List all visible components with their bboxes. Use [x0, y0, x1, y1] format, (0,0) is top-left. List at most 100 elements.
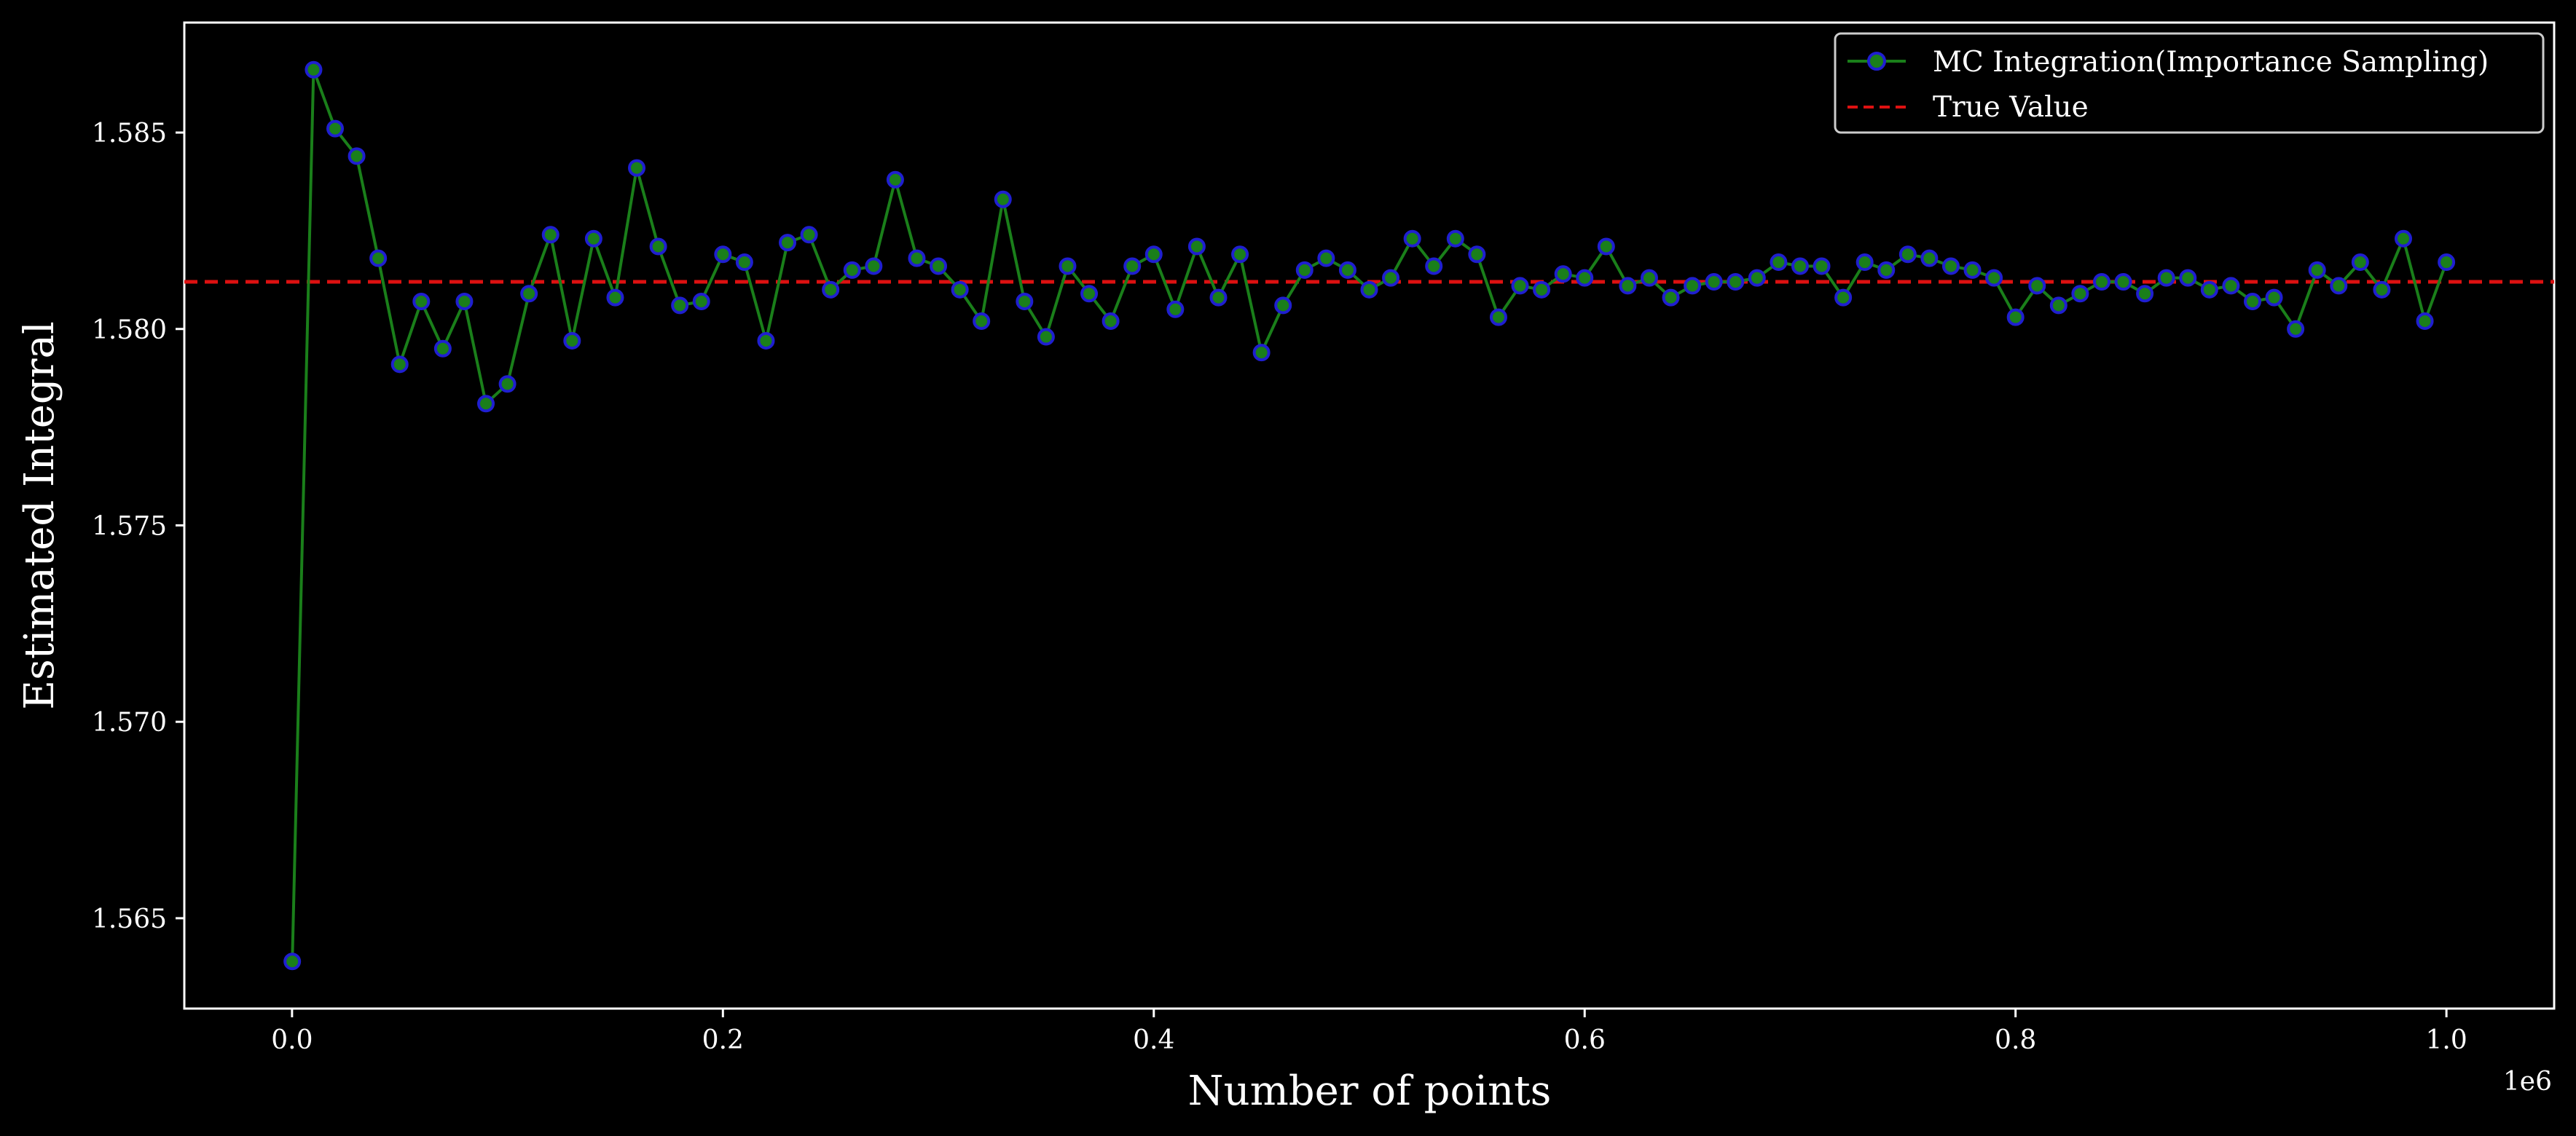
data-point	[886, 170, 904, 189]
data-point	[2373, 280, 2391, 299]
data-point	[1684, 277, 1702, 295]
x-axis: 0.0 0.2 0.4 0.6 0.8 1.0	[271, 1009, 2467, 1055]
data-point	[2092, 273, 2110, 291]
data-point	[1705, 273, 1723, 291]
data-point	[2006, 308, 2025, 326]
data-point	[1403, 229, 1421, 248]
y-axis: 1.565 1.570 1.575 1.580 1.585	[92, 119, 184, 934]
data-point	[326, 119, 345, 138]
data-point	[1619, 277, 1637, 295]
x-axis-title: Number of points	[1188, 1068, 1552, 1115]
x-tick-label: 0.4	[1133, 1025, 1174, 1055]
data-point	[2308, 261, 2326, 279]
data-point	[1166, 300, 1185, 318]
data-point	[2179, 269, 2197, 287]
data-point	[930, 257, 948, 275]
data-point	[1662, 288, 1680, 307]
data-point	[477, 395, 495, 413]
data-point	[1016, 293, 1034, 311]
data-point	[2416, 312, 2434, 330]
data-point	[2330, 277, 2348, 295]
data-point	[2394, 229, 2412, 248]
data-point	[1941, 257, 1960, 275]
y-axis-title: Estimated Integral	[16, 321, 63, 710]
data-point	[498, 375, 517, 393]
data-point	[347, 147, 366, 165]
data-point	[1037, 328, 1055, 346]
data-point	[1425, 257, 1443, 275]
data-point	[628, 159, 646, 177]
data-point	[369, 249, 388, 267]
data-point	[1554, 265, 1572, 283]
data-point	[1834, 288, 1853, 307]
data-point	[2136, 285, 2154, 303]
data-point	[671, 296, 689, 315]
y-tick-label: 1.580	[92, 315, 167, 345]
data-point	[1360, 280, 1378, 299]
x-tick-label: 0.8	[1995, 1025, 2036, 1055]
data-point	[692, 293, 710, 311]
x-tick-label: 0.6	[1564, 1025, 1606, 1055]
data-point	[1209, 288, 1228, 307]
y-tick-label: 1.575	[92, 511, 167, 541]
estimate-series-layer	[283, 60, 2456, 971]
data-point	[1231, 245, 1249, 264]
legend-label-estimate: MC Integration(Importance Sampling)	[1933, 46, 2489, 79]
data-point	[822, 280, 840, 299]
data-point	[1382, 269, 1400, 287]
x-tick-label: 1.0	[2426, 1025, 2467, 1055]
data-point	[1123, 257, 1142, 275]
data-point	[779, 234, 797, 252]
data-point	[1187, 237, 1206, 256]
legend-estimate-marker	[1867, 52, 1886, 71]
data-point	[1727, 273, 1745, 291]
data-point	[908, 249, 926, 267]
data-point	[1576, 269, 1594, 287]
data-point	[1791, 257, 1809, 275]
data-point	[1102, 312, 1120, 330]
data-point	[606, 288, 624, 307]
data-point	[2071, 285, 2089, 303]
data-point	[433, 339, 452, 358]
data-point	[390, 355, 409, 374]
data-point	[305, 60, 323, 79]
data-point	[1252, 344, 1271, 362]
legend: MC Integration(Importance Sampling) True…	[1834, 32, 2545, 134]
data-point	[1059, 257, 1077, 275]
data-point	[541, 226, 559, 244]
data-point	[2114, 273, 2132, 291]
legend-label-true-value: True Value	[1933, 91, 2089, 124]
data-point	[2265, 288, 2283, 307]
data-point	[2287, 320, 2305, 338]
data-point	[1748, 269, 1766, 287]
data-point	[994, 190, 1012, 208]
data-point	[2438, 253, 2456, 272]
data-point	[1920, 249, 1939, 267]
data-point	[800, 226, 818, 244]
data-point	[2049, 296, 2068, 315]
data-point	[1511, 277, 1529, 295]
legend-box	[1834, 32, 2545, 134]
data-point	[1468, 245, 1486, 264]
data-point	[714, 245, 732, 264]
data-point	[2157, 269, 2175, 287]
data-point	[973, 312, 991, 330]
data-point	[283, 952, 302, 971]
data-point	[2200, 280, 2218, 299]
plot-area-frame	[183, 21, 2556, 1010]
data-point	[2028, 277, 2046, 295]
data-point	[1080, 285, 1099, 303]
data-point	[2222, 277, 2240, 295]
data-point	[1144, 245, 1163, 264]
data-point	[1640, 269, 1658, 287]
data-point	[1446, 229, 1464, 248]
x-tick-label: 0.2	[702, 1025, 744, 1055]
data-point	[1963, 261, 1982, 279]
data-point	[843, 261, 861, 279]
data-point	[865, 257, 883, 275]
data-point	[735, 253, 753, 272]
data-point	[1295, 261, 1313, 279]
data-point	[1317, 249, 1335, 267]
data-point	[757, 331, 775, 350]
